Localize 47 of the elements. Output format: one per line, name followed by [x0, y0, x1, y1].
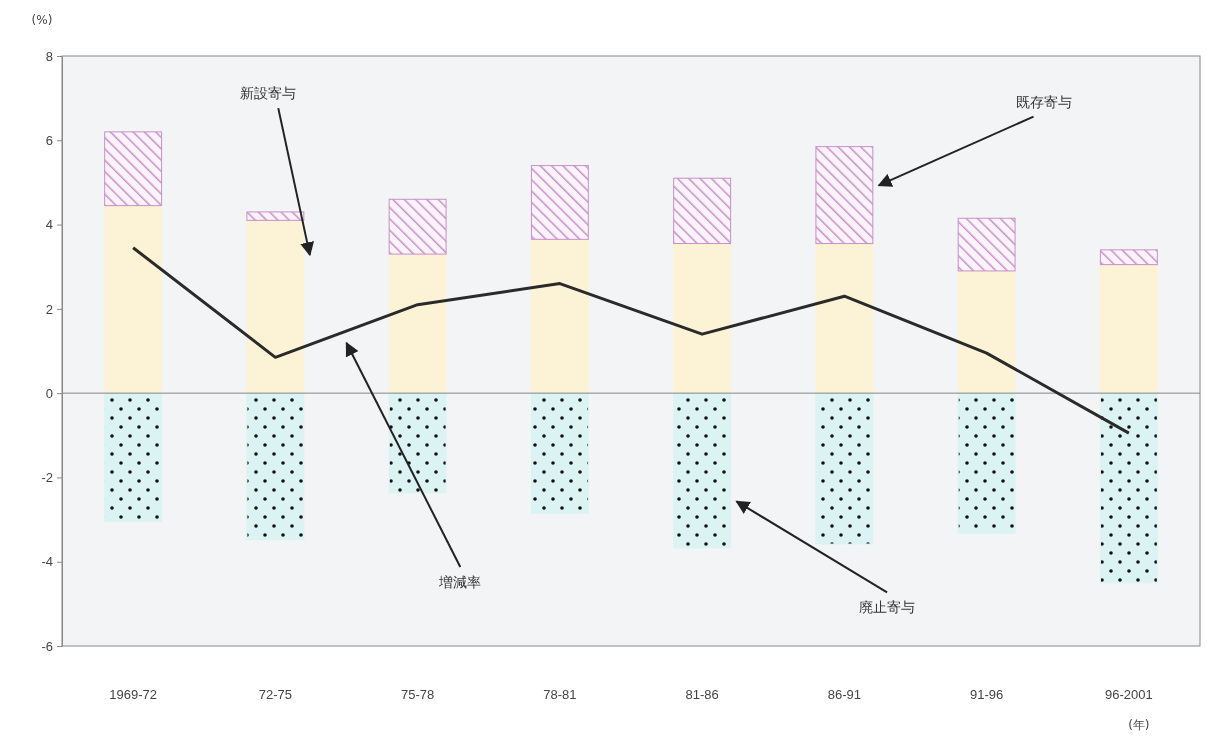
bar: [673, 243, 732, 394]
text: 廃止寄与: [859, 599, 916, 616]
bar: [957, 270, 1016, 394]
y-tick-label: 8: [45, 48, 53, 64]
text: 既存寄与: [1015, 93, 1072, 110]
bar: [388, 253, 447, 394]
x-tick-label: 91-96: [970, 687, 1004, 703]
bar: [388, 392, 447, 494]
bar: [246, 219, 305, 394]
x-tick-label: 75-78: [401, 687, 435, 703]
x-tick-label: 1969-72: [109, 687, 157, 703]
x-tick-label: 86-91: [827, 687, 861, 703]
y-tick-label: -6: [41, 638, 53, 654]
bar: [388, 198, 447, 255]
bar: [246, 392, 305, 541]
text: 増減率: [438, 574, 482, 590]
bar: [1099, 264, 1158, 394]
line-series: [131, 246, 1131, 435]
x-tick-label: 78-81: [543, 687, 577, 703]
bar: [1099, 392, 1158, 584]
x-tick-label: 96-2001: [1105, 687, 1153, 703]
bar: [104, 205, 163, 394]
x-axis-title: (年): [1128, 718, 1150, 732]
bar: [104, 392, 163, 523]
bar: [815, 146, 874, 245]
bar: [673, 177, 732, 245]
bar: [530, 392, 589, 514]
bar: [815, 392, 874, 545]
bar: [673, 392, 732, 549]
x-tick-label: 81-86: [685, 687, 719, 703]
y-axis-title: (%): [31, 13, 53, 27]
bar: [1099, 249, 1158, 266]
y-tick-label: -4: [41, 554, 53, 570]
bar: [957, 217, 1016, 272]
y-tick-label: 6: [45, 132, 53, 148]
bar: [246, 211, 305, 221]
bar: [530, 238, 589, 394]
bar: [104, 131, 163, 207]
bar: [530, 165, 589, 240]
y-tick-label: 0: [45, 385, 53, 401]
bar: [957, 392, 1016, 534]
y-tick-label: -2: [41, 470, 53, 486]
text: 新設寄与: [240, 85, 297, 102]
y-tick-label: 2: [45, 301, 53, 317]
bar: [815, 243, 874, 394]
y-tick-label: 4: [45, 217, 53, 233]
x-tick-label: 72-75: [258, 687, 292, 703]
